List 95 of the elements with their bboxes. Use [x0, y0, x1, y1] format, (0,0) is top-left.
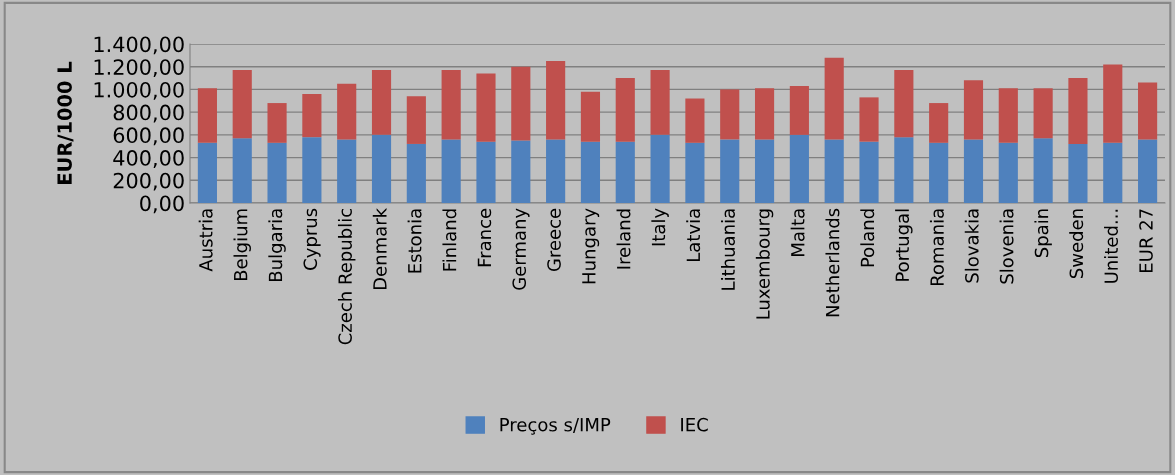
- bar: [650, 70, 670, 135]
- x-tick-label: Luxembourg: [755, 209, 774, 319]
- bar: [789, 86, 809, 135]
- bar: [720, 139, 740, 203]
- bar: [929, 142, 949, 203]
- bar: [546, 61, 566, 140]
- x-tick-label: Romania: [929, 209, 944, 286]
- legend-label: IEC: [681, 417, 708, 432]
- bar: [754, 88, 775, 140]
- x-tick-label: Malta: [790, 209, 805, 256]
- x-tick-label: Belgium: [233, 209, 251, 281]
- bar: [511, 66, 531, 141]
- bar: [441, 70, 461, 140]
- bar: [546, 139, 566, 203]
- bar: [998, 142, 1018, 203]
- bar: [406, 143, 426, 203]
- bar: [302, 93, 322, 138]
- x-tick-label: Portugal: [895, 209, 913, 281]
- legend-label: Preços s/IMP: [500, 418, 611, 435]
- bar: [406, 96, 426, 144]
- y-tick-label: 600,00: [113, 127, 184, 146]
- bar: [197, 88, 217, 143]
- x-tick-label: Lithuania: [720, 209, 735, 290]
- x-tick-label: Hungary: [582, 208, 600, 284]
- bar: [1068, 78, 1088, 144]
- bar: [1068, 143, 1088, 203]
- x-tick-label: EUR 27: [1139, 209, 1153, 272]
- y-axis-title: EUR/1000 L: [57, 61, 74, 184]
- y-tick-label: 400,00: [113, 150, 184, 168]
- bar: [1033, 88, 1053, 139]
- y-tick-label: 1.200,00: [94, 59, 184, 78]
- bar: [720, 89, 740, 140]
- x-tick-label: Czech Republic: [337, 208, 356, 345]
- bar: [789, 134, 809, 203]
- y-tick-label: 1.400,00: [94, 36, 184, 55]
- x-tick-label: Denmark: [372, 207, 387, 290]
- x-tick-label: Estonia: [407, 209, 422, 273]
- y-tick-label: 0,00: [140, 195, 184, 214]
- bar: [963, 139, 984, 203]
- y-tick-label: 1.000,00: [94, 81, 184, 100]
- x-tick-label: United...: [1104, 209, 1119, 283]
- y-tick-label: 800,00: [113, 104, 184, 123]
- x-tick-label: Finland: [442, 209, 457, 271]
- bar: [894, 137, 914, 203]
- y-tick-label: 200,00: [113, 172, 184, 191]
- x-tick-label: Italy: [651, 208, 669, 246]
- bar: [580, 141, 601, 203]
- bar: [1138, 139, 1158, 203]
- bar: [824, 139, 844, 203]
- x-tick-label: Austria: [198, 209, 213, 272]
- bar: [615, 141, 635, 203]
- bar: [371, 70, 392, 135]
- x-tick-label: Greece: [547, 208, 561, 272]
- bar: [441, 139, 461, 203]
- bar: [476, 73, 496, 142]
- x-tick-label: Bulgaria: [268, 209, 286, 281]
- x-tick-label: Sweden: [1069, 209, 1084, 279]
- x-tick-label: Ireland: [616, 209, 631, 269]
- bar: [371, 134, 392, 203]
- bar: [267, 142, 287, 203]
- x-tick-label: Poland: [860, 209, 875, 267]
- x-tick-label: Slovakia: [964, 209, 979, 283]
- bar: [824, 57, 844, 140]
- bar: [894, 70, 914, 138]
- x-tick-label: France: [477, 208, 492, 267]
- bar: [232, 70, 252, 139]
- bar: [476, 141, 496, 203]
- x-tick-label: Germany: [512, 208, 530, 290]
- bar: [929, 103, 949, 143]
- bar: [1138, 82, 1158, 140]
- bar: [580, 91, 601, 142]
- bar: [859, 97, 879, 142]
- x-tick-label: Netherlands: [825, 208, 840, 317]
- bar: [267, 103, 287, 143]
- bar: [337, 139, 357, 203]
- bar: [232, 138, 252, 203]
- bar: [615, 78, 635, 142]
- bar: [337, 83, 357, 140]
- bar: [197, 142, 217, 203]
- x-tick-label: Slovenia: [999, 209, 1014, 284]
- bar: [511, 140, 531, 203]
- bar: [1103, 64, 1123, 143]
- bar: [754, 139, 775, 203]
- bar: [685, 142, 705, 203]
- bar: [302, 137, 322, 203]
- bar: [998, 88, 1018, 143]
- bar: [650, 134, 670, 203]
- bar: [859, 141, 879, 203]
- x-tick-label: Cyprus: [303, 208, 321, 270]
- bar: [1033, 138, 1053, 203]
- bar: [1103, 142, 1123, 203]
- x-tick-label: Spain: [1034, 209, 1052, 258]
- bar: [963, 80, 984, 140]
- bar: [685, 98, 705, 143]
- x-tick-label: Latvia: [686, 209, 701, 262]
